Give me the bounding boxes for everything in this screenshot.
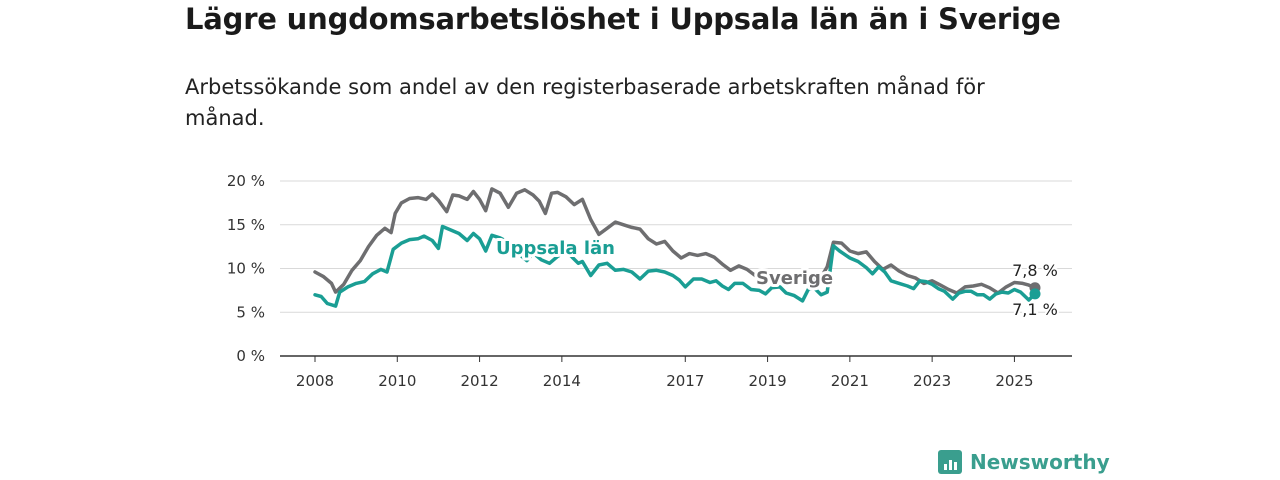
chart-subtitle: Arbetssökande som andel av den registerb… — [185, 75, 985, 130]
series-lines — [313, 187, 1041, 308]
newsworthy-logo: Newsworthy — [938, 450, 1110, 474]
x-tick-label: 2025 — [995, 372, 1033, 390]
chart-title: Lägre ungdomsarbetslöshet i Uppsala län … — [185, 2, 1061, 36]
end-value-label: 7,8 % — [1012, 261, 1058, 280]
y-tick-label: 20 % — [227, 172, 265, 190]
x-tick-label: 2012 — [460, 372, 498, 390]
y-axis: 0 % 5 % 10 % 15 % 20 % — [227, 172, 265, 365]
x-axis: 2008 2010 2012 2014 2017 2019 2021 2023 2025 — [296, 356, 1034, 390]
bar-chart-icon — [938, 450, 962, 474]
y-tick-label: 15 % — [227, 216, 265, 234]
line-chart: 0 %5 %10 %15 %20 % 2008 2010 2012 2014 2017 2… — [227, 172, 1072, 390]
x-tick-label: 2021 — [831, 372, 869, 390]
series-line-uppsala — [313, 224, 1037, 308]
series-labels: Sverige Uppsala län 7,8 % 7,1 % — [493, 235, 1060, 321]
x-tick-label: 2008 — [296, 372, 334, 390]
y-tick-label: 5 % — [236, 303, 265, 321]
brand-name: Newsworthy — [970, 450, 1110, 474]
y-tick-label: 10 % — [227, 260, 265, 278]
series-end-point — [1029, 288, 1041, 300]
series-line-sverige — [313, 187, 1037, 295]
series-label: Sverige — [756, 268, 833, 289]
x-tick-label: 2023 — [913, 372, 951, 390]
y-tick-label: 0 % — [236, 347, 265, 365]
grid-lines — [280, 180, 1072, 357]
x-tick-label: 2010 — [378, 372, 416, 390]
x-tick-label: 2014 — [543, 372, 581, 390]
x-tick-label: 2017 — [666, 372, 704, 390]
series-label: Uppsala län — [496, 238, 615, 259]
end-value-label: 7,1 % — [1012, 300, 1058, 319]
x-tick-label: 2019 — [748, 372, 786, 390]
